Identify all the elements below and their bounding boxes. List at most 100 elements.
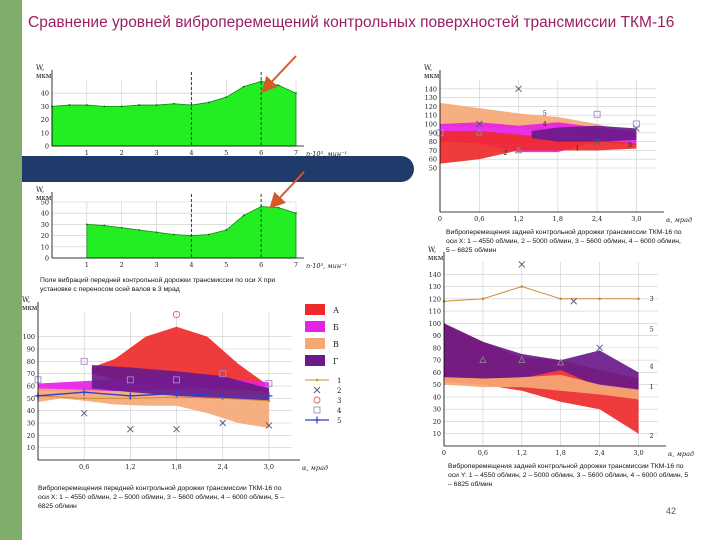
data-point: [207, 101, 210, 104]
curve-label: 5: [543, 109, 547, 117]
y-tick-label: 20: [41, 232, 49, 240]
x-tick-label: 2: [120, 261, 124, 269]
point-tri: [479, 355, 487, 363]
x-axis-label: α, мрад: [666, 216, 692, 224]
legend-label-Г: Г: [333, 357, 338, 366]
x-tick-label: 1: [85, 149, 89, 157]
y-tick-label: 0: [45, 143, 49, 151]
point-x: [570, 297, 578, 305]
chart-0: 0 10 20 30 40 1 2 3 4 5 6 7 W,мкм n·10³, мин⁻¹: [36, 64, 347, 158]
y-tick-label: 130: [425, 94, 437, 102]
area-series: [51, 80, 297, 147]
chart-4: 10 20 30 40 50 60 70 80 90 100 110 120 130 140 0 0,6 1,2…: [428, 246, 694, 458]
y-axis-label-unit: мкм: [424, 72, 440, 80]
point-1: [267, 399, 271, 403]
series-line-1: [37, 395, 269, 402]
y-tick-label: 0: [45, 255, 49, 263]
y-tick-label: 30: [27, 420, 35, 428]
y-tick-label: 80: [27, 358, 35, 366]
x-tick-label: 3: [155, 261, 159, 269]
x-axis-label: α, мрад: [302, 464, 328, 472]
x-tick-label: 7: [294, 261, 298, 269]
point-5: [80, 388, 88, 396]
y-tick-label: 50: [433, 381, 441, 389]
x-axis-label: n·10³, мин⁻¹: [306, 150, 347, 158]
x-tick-label: 1,8: [553, 215, 563, 223]
x-tick-label: 3,0: [631, 215, 641, 223]
point-line1: [598, 297, 601, 301]
x-tick-label: 2,4: [594, 449, 604, 457]
data-point: [225, 96, 228, 99]
legend-label-1: 1: [337, 377, 341, 385]
data-point: [85, 223, 88, 226]
data-point: [295, 92, 297, 95]
point-x: [515, 85, 522, 93]
x-tick-label: 1: [85, 261, 89, 269]
data-point: [103, 224, 106, 227]
data-point: [173, 233, 175, 236]
y-tick-label: 10: [27, 444, 35, 452]
y-tick-label: 100: [429, 320, 441, 328]
point-line1: [481, 297, 485, 301]
y-tick-label: 80: [433, 344, 441, 352]
y-tick-label: 20: [433, 418, 441, 426]
area-series: [86, 206, 297, 259]
point-tri: [475, 128, 484, 136]
x-tick-label: 4: [189, 149, 193, 157]
x-tick-label: 7: [294, 149, 298, 157]
legend-label-В: В: [333, 340, 339, 349]
point-1: [82, 397, 86, 400]
x-tick-label: 0,6: [478, 449, 488, 457]
y-tick-label: 20: [27, 432, 35, 440]
legend-label-4: 4: [337, 407, 342, 415]
legend-marker-5: [313, 416, 321, 424]
x-tick-label: 0: [442, 449, 446, 457]
area-band-Г: [91, 365, 269, 401]
data-point: [277, 84, 280, 87]
area-band-purple: [444, 323, 639, 391]
y-tick-label: 40: [41, 90, 49, 98]
x-tick-label: 4: [189, 261, 193, 269]
y-axis-label: W,: [36, 64, 44, 72]
curve-label: 3: [628, 141, 632, 149]
x-tick-label: 1,2: [513, 215, 523, 223]
y-tick-label: 110: [425, 112, 437, 120]
y-tick-label: 70: [27, 370, 35, 378]
data-point: [242, 214, 245, 217]
data-point: [295, 212, 297, 215]
y-tick-label: 130: [429, 283, 441, 291]
arrow-peak-top: [261, 55, 297, 93]
y-axis-label-unit: мкм: [36, 194, 52, 202]
y-tick-label: 70: [429, 147, 437, 155]
y-tick-label: 50: [27, 395, 35, 403]
data-point: [138, 229, 141, 231]
y-tick-label: 90: [27, 346, 35, 354]
data-point: [85, 104, 88, 106]
y-tick-label: 70: [433, 357, 441, 365]
data-point: [207, 233, 210, 236]
blue-band: [22, 156, 414, 182]
point-sq: [632, 120, 640, 128]
data-point: [260, 80, 263, 83]
curve-label: 4: [649, 362, 653, 370]
data-point: [138, 104, 141, 106]
legend-marker-2: [313, 386, 321, 394]
point-5: [173, 389, 181, 397]
legend-marker-1: [315, 378, 319, 382]
point-5: [265, 392, 273, 400]
y-axis-label: W,: [424, 64, 432, 72]
curve-label: 4: [543, 120, 547, 128]
y-axis-label: W,: [22, 296, 30, 304]
legend-label-А: А: [333, 306, 339, 315]
arrow-peak-bottom: [269, 171, 305, 209]
x-tick-label: 6: [259, 261, 263, 269]
y-tick-label: 100: [425, 121, 437, 129]
legend-swatch-Б: [305, 321, 325, 332]
caption-rear-y: Виброперемещения задней контрольной доро…: [448, 463, 689, 488]
point-5: [126, 392, 134, 400]
y-axis-label-unit: мкм: [22, 304, 38, 312]
point-tri: [514, 146, 523, 154]
point-2: [265, 422, 273, 429]
series-line-5: [37, 391, 269, 397]
